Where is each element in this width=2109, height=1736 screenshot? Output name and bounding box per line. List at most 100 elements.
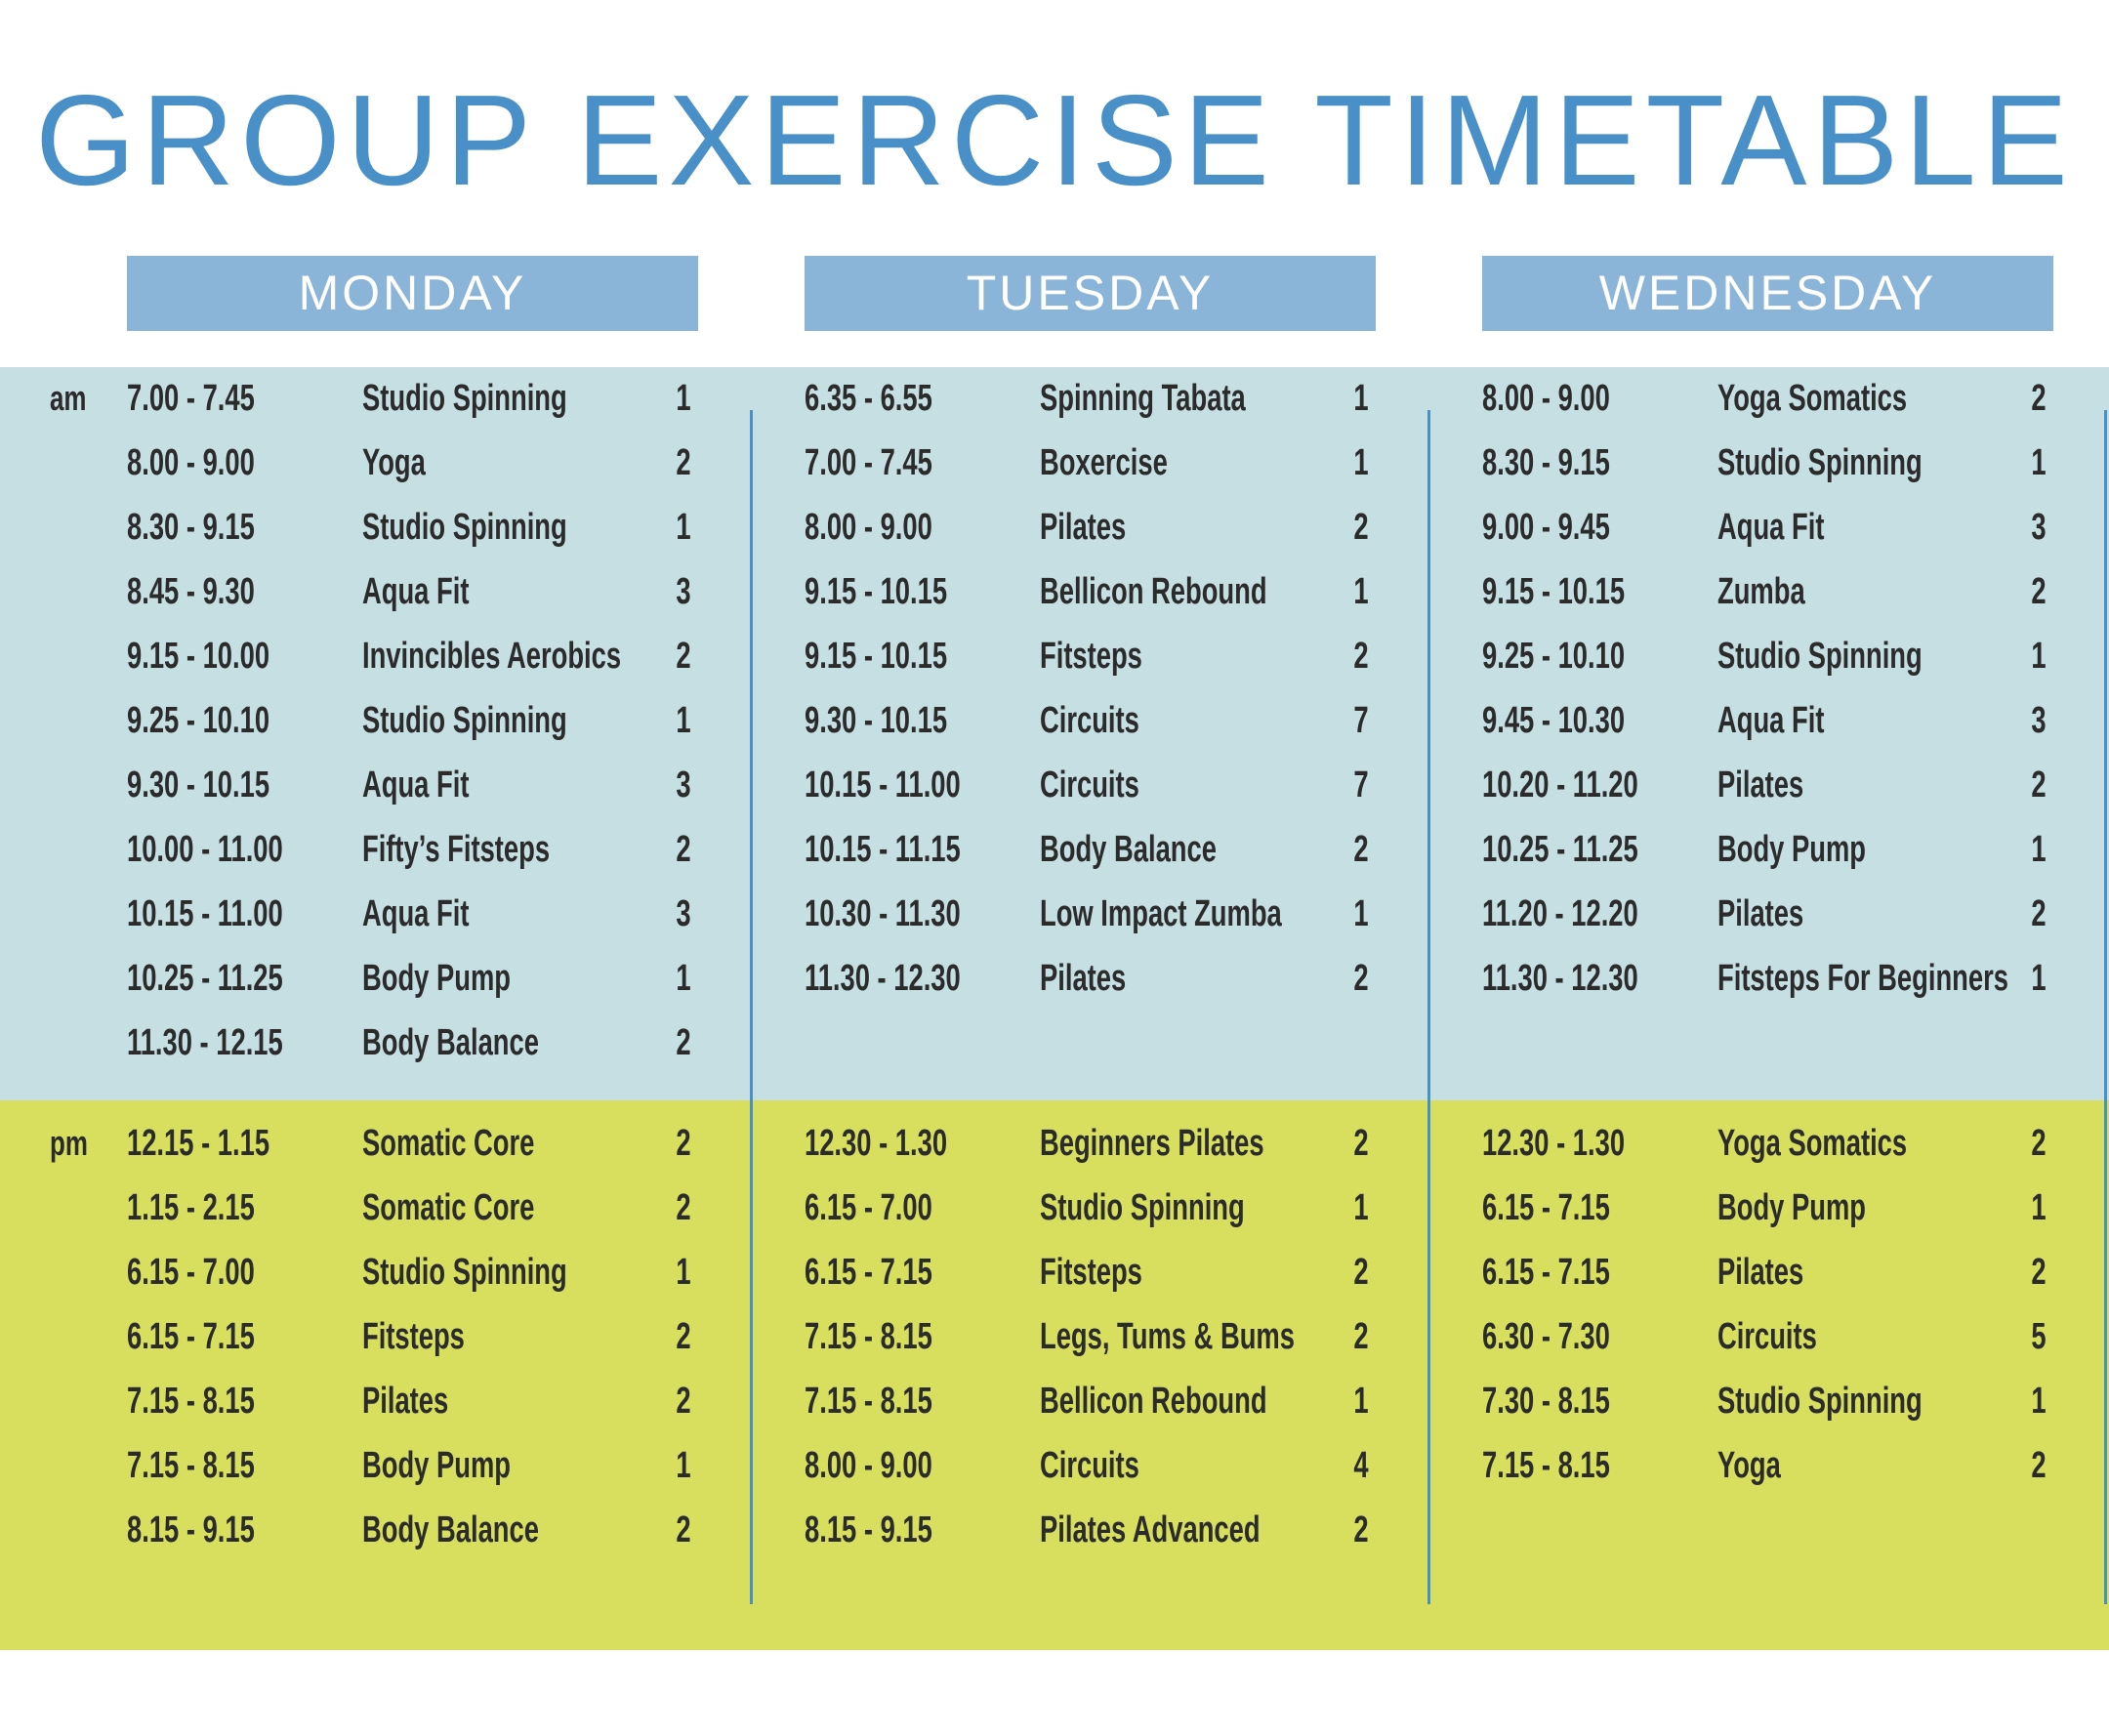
- class-name: Yoga Somatics: [1717, 1123, 1908, 1164]
- class-time: 7.00 - 7.45: [805, 442, 932, 483]
- class-time: 8.00 - 9.00: [1482, 378, 1610, 419]
- class-time: 12.30 - 1.30: [1482, 1123, 1626, 1164]
- class-time: 6.35 - 6.55: [805, 378, 932, 419]
- studio-number: 1: [2031, 1381, 2047, 1422]
- day-header: TUESDAY: [805, 256, 1376, 331]
- studio-number: 2: [676, 1509, 691, 1550]
- class-time: 7.15 - 8.15: [127, 1381, 255, 1422]
- class-name: Zumba: [1717, 571, 1805, 612]
- studio-number: 2: [1353, 507, 1369, 548]
- class-name: Pilates: [1717, 1252, 1804, 1293]
- class-name: Aqua Fit: [1717, 700, 1825, 741]
- studio-number: 3: [676, 893, 691, 934]
- class-name: Fitsteps For Beginners: [1717, 958, 2008, 999]
- class-name: Body Pump: [362, 1445, 512, 1486]
- class-time: 9.30 - 10.15: [127, 765, 270, 806]
- class-name: Legs, Tums & Bums: [1040, 1316, 1295, 1357]
- period-label: am: [50, 378, 87, 418]
- class-time: 10.25 - 11.25: [127, 958, 283, 999]
- class-time: 9.15 - 10.00: [127, 636, 270, 677]
- class-name: Boxercise: [1040, 442, 1168, 483]
- studio-number: 4: [1353, 1445, 1369, 1486]
- studio-number: 2: [676, 1022, 691, 1063]
- class-name: Body Balance: [1040, 829, 1217, 870]
- class-time: 9.30 - 10.15: [805, 700, 948, 741]
- class-time: 8.00 - 9.00: [805, 1445, 932, 1486]
- class-name: Studio Spinning: [1717, 1381, 1923, 1422]
- studio-number: 2: [1353, 829, 1369, 870]
- class-name: Low Impact Zumba: [1040, 893, 1282, 934]
- class-time: 6.15 - 7.15: [1482, 1187, 1610, 1228]
- class-name: Fitsteps: [362, 1316, 465, 1357]
- class-name: Body Pump: [1717, 1187, 1867, 1228]
- class-time: 1.15 - 2.15: [127, 1187, 255, 1228]
- studio-number: 1: [1353, 571, 1369, 612]
- studio-number: 1: [676, 958, 691, 999]
- studio-number: 1: [2031, 829, 2047, 870]
- class-time: 10.00 - 11.00: [127, 829, 283, 870]
- class-name: Circuits: [1040, 1445, 1139, 1486]
- studio-number: 1: [1353, 893, 1369, 934]
- pm-band: [0, 1100, 2109, 1650]
- class-time: 10.15 - 11.00: [127, 893, 283, 934]
- studio-number: 2: [1353, 636, 1369, 677]
- class-time: 7.15 - 8.15: [805, 1316, 932, 1357]
- class-time: 8.45 - 9.30: [127, 571, 255, 612]
- class-time: 8.00 - 9.00: [127, 442, 255, 483]
- class-time: 6.30 - 7.30: [1482, 1316, 1610, 1357]
- class-time: 9.15 - 10.15: [805, 636, 948, 677]
- class-time: 6.15 - 7.00: [127, 1252, 255, 1293]
- class-time: 6.15 - 7.15: [805, 1252, 932, 1293]
- studio-number: 1: [676, 700, 691, 741]
- class-name: Body Balance: [362, 1509, 539, 1550]
- class-name: Bellicon Rebound: [1040, 571, 1267, 612]
- class-name: Pilates: [1040, 958, 1127, 999]
- class-time: 7.15 - 8.15: [1482, 1445, 1610, 1486]
- class-name: Pilates: [1717, 765, 1804, 806]
- class-time: 9.15 - 10.15: [805, 571, 948, 612]
- studio-number: 2: [676, 1381, 691, 1422]
- class-name: Aqua Fit: [1717, 507, 1825, 548]
- studio-number: 2: [676, 1123, 691, 1164]
- studio-number: 1: [676, 507, 691, 548]
- class-time: 9.25 - 10.10: [127, 700, 270, 741]
- class-name: Aqua Fit: [362, 893, 470, 934]
- studio-number: 1: [1353, 1381, 1369, 1422]
- studio-number: 2: [676, 636, 691, 677]
- column-divider: [750, 410, 753, 1604]
- studio-number: 2: [1353, 1252, 1369, 1293]
- studio-number: 2: [2031, 378, 2047, 419]
- column-divider: [2104, 410, 2107, 1604]
- studio-number: 7: [1353, 700, 1369, 741]
- class-time: 7.15 - 8.15: [805, 1381, 932, 1422]
- class-time: 7.00 - 7.45: [127, 378, 255, 419]
- class-time: 8.30 - 9.15: [1482, 442, 1610, 483]
- class-name: Yoga: [362, 442, 426, 483]
- class-name: Pilates: [1040, 507, 1127, 548]
- studio-number: 2: [2031, 1445, 2047, 1486]
- class-time: 9.15 - 10.15: [1482, 571, 1626, 612]
- studio-number: 2: [2031, 571, 2047, 612]
- studio-number: 5: [2031, 1316, 2047, 1357]
- class-name: Studio Spinning: [1717, 442, 1923, 483]
- studio-number: 1: [2031, 636, 2047, 677]
- class-time: 6.15 - 7.15: [1482, 1252, 1610, 1293]
- studio-number: 1: [676, 1252, 691, 1293]
- class-name: Fitsteps: [1040, 636, 1142, 677]
- class-name: Body Pump: [362, 958, 512, 999]
- studio-number: 2: [676, 442, 691, 483]
- class-time: 12.15 - 1.15: [127, 1123, 270, 1164]
- studio-number: 7: [1353, 765, 1369, 806]
- studio-number: 1: [2031, 1187, 2047, 1228]
- class-time: 10.30 - 11.30: [805, 893, 961, 934]
- class-time: 10.15 - 11.15: [805, 829, 961, 870]
- am-band: [0, 367, 2109, 1100]
- period-label: pm: [50, 1123, 88, 1163]
- studio-number: 2: [2031, 765, 2047, 806]
- class-time: 11.30 - 12.15: [127, 1022, 283, 1063]
- studio-number: 3: [676, 765, 691, 806]
- class-name: Body Pump: [1717, 829, 1867, 870]
- class-name: Invincibles Aerobics: [362, 636, 622, 677]
- class-name: Studio Spinning: [362, 378, 567, 419]
- title: GROUP EXERCISE TIMETABLE: [35, 68, 2074, 212]
